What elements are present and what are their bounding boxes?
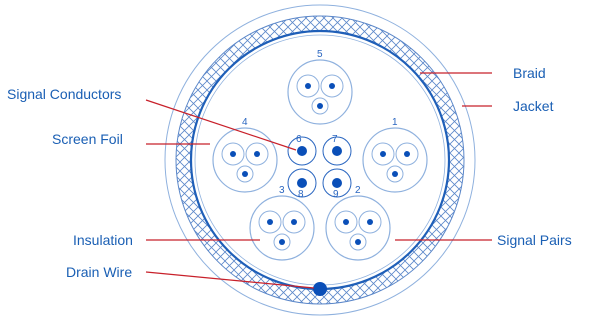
label-insulation: Insulation [73,232,133,248]
pair-number-1: 1 [392,117,398,128]
conductor-core [291,219,297,225]
label-braid: Braid [513,65,546,81]
conductor-core [267,219,273,225]
signal-pair-1: 1 [362,117,428,193]
conductor-core [355,239,361,245]
conductor-core [297,146,307,156]
label-drain-wire: Drain Wire [66,264,132,280]
signal-pair-2: 2 [325,185,391,261]
conductor-core [317,103,323,109]
conductor-number-7: 7 [332,134,338,145]
label-signal-conductors: Signal Conductors [7,86,121,102]
signal-conductor-6: 6 [287,134,317,166]
conductor-core [367,219,373,225]
pair-number-4: 4 [242,117,248,128]
leader-drain-wire [145,271,315,289]
signal-pair-5: 5 [287,49,353,125]
conductor-core [343,219,349,225]
signal-conductor-8: 8 [287,168,317,200]
signal-conductors-group: 6 7 8 9 [287,134,352,200]
signal-pair-4: 4 [212,117,278,193]
signal-conductor-9: 9 [322,168,352,200]
conductor-core [254,151,260,157]
signal-conductor-7: 7 [322,134,352,166]
conductor-core [380,151,386,157]
conductor-core [404,151,410,157]
conductor-core [305,83,311,89]
label-screen-foil: Screen Foil [52,131,123,147]
signal-pairs-group: 1 2 3 4 5 [212,49,428,261]
conductor-core [297,178,307,188]
label-signal-pairs: Signal Pairs [497,232,572,248]
pair-number-3: 3 [279,185,285,196]
conductor-core [329,83,335,89]
label-jacket: Jacket [513,98,554,114]
conductor-number-8: 8 [298,189,304,200]
conductor-core [392,171,398,177]
pair-number-2: 2 [355,185,361,196]
pair-number-5: 5 [317,49,323,60]
conductor-core [230,151,236,157]
conductor-core [279,239,285,245]
conductor-number-9: 9 [333,189,339,200]
conductor-number-6: 6 [296,134,302,145]
signal-pair-3: 3 [249,185,315,261]
conductor-core [242,171,248,177]
conductor-core [332,178,342,188]
drain-wire [313,282,327,296]
conductor-core [332,146,342,156]
leader-signal-conductors [145,99,297,151]
